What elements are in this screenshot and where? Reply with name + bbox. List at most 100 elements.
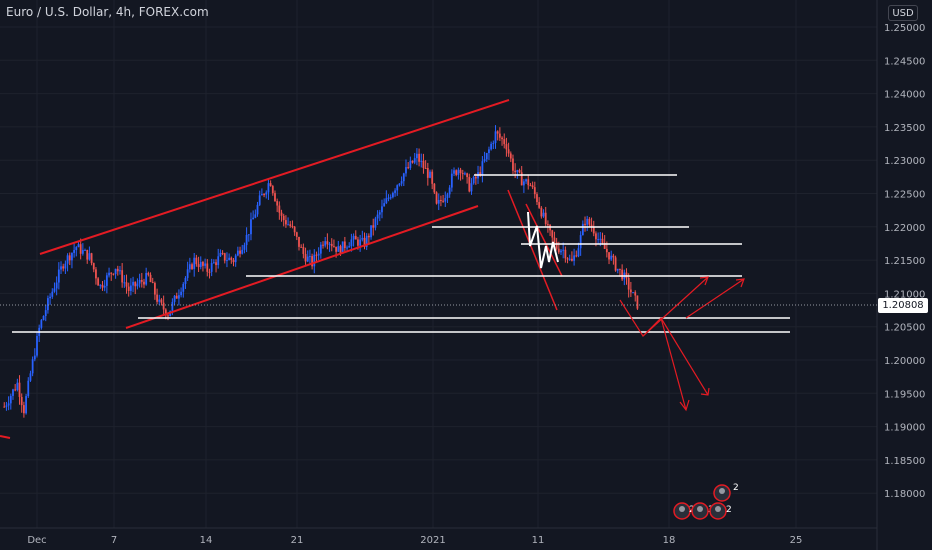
candle bbox=[119, 265, 121, 275]
candle bbox=[99, 284, 102, 289]
candle bbox=[236, 246, 239, 257]
candle bbox=[60, 261, 62, 274]
candle bbox=[396, 184, 399, 196]
time-tick-label: 21 bbox=[291, 535, 304, 546]
candle bbox=[575, 250, 578, 258]
down-channel-upper-line[interactable] bbox=[525, 203, 563, 277]
candle bbox=[341, 241, 344, 254]
candle bbox=[160, 298, 163, 306]
candle bbox=[509, 151, 512, 163]
last-price-badge: 1.20808 bbox=[878, 298, 928, 313]
candle bbox=[158, 294, 161, 305]
candle bbox=[95, 267, 97, 285]
candle bbox=[140, 272, 143, 288]
candle bbox=[162, 295, 165, 315]
candle bbox=[603, 235, 606, 250]
candle bbox=[370, 225, 372, 240]
candle bbox=[271, 184, 274, 196]
candle bbox=[114, 268, 117, 279]
candle bbox=[149, 272, 152, 283]
candle bbox=[234, 253, 237, 267]
price-tick-label: 1.23500 bbox=[884, 123, 925, 134]
candle bbox=[217, 248, 220, 269]
candle bbox=[540, 206, 543, 219]
drawings[interactable] bbox=[0, 99, 790, 439]
candle bbox=[610, 250, 613, 261]
candle bbox=[44, 304, 47, 322]
candle bbox=[57, 262, 60, 290]
candle bbox=[125, 274, 128, 294]
candle bbox=[378, 209, 381, 222]
candle bbox=[121, 263, 124, 288]
candle bbox=[522, 179, 525, 193]
candle bbox=[472, 175, 475, 185]
candle bbox=[143, 278, 145, 289]
candle bbox=[23, 401, 25, 418]
candle bbox=[210, 258, 213, 277]
time-tick-label: 7 bbox=[111, 535, 117, 546]
candle bbox=[435, 191, 438, 205]
candle bbox=[483, 151, 486, 163]
candle bbox=[129, 278, 132, 296]
candle bbox=[175, 292, 178, 299]
candle bbox=[608, 252, 610, 265]
candle bbox=[7, 396, 10, 411]
candle bbox=[293, 225, 296, 236]
price-tick-label: 1.20500 bbox=[884, 323, 925, 334]
projection-path-3[interactable] bbox=[660, 317, 710, 396]
candle bbox=[5, 401, 8, 411]
candle bbox=[202, 260, 204, 272]
channel-lower-trendline[interactable] bbox=[125, 205, 479, 329]
candle bbox=[566, 257, 569, 264]
candle bbox=[629, 281, 632, 297]
candle bbox=[420, 153, 423, 168]
zigzag-pattern[interactable] bbox=[527, 211, 559, 269]
candle bbox=[232, 258, 235, 267]
candle bbox=[560, 249, 562, 255]
time-axis-labels: Dec 7 14 21 2021 11 18 25 bbox=[27, 535, 802, 546]
candle bbox=[243, 242, 246, 254]
candle bbox=[616, 268, 619, 274]
candle bbox=[304, 247, 307, 265]
candle bbox=[571, 251, 573, 262]
candle bbox=[285, 215, 287, 228]
candle bbox=[407, 162, 410, 170]
candle bbox=[354, 230, 357, 240]
candle bbox=[223, 252, 226, 264]
channel-upper-trendline[interactable] bbox=[39, 99, 510, 255]
candle bbox=[256, 201, 259, 217]
idea-icons[interactable]: 2 2 3 2 bbox=[673, 483, 739, 520]
candle bbox=[372, 218, 375, 236]
candle bbox=[66, 253, 69, 272]
candle bbox=[352, 233, 355, 247]
candle bbox=[116, 265, 119, 276]
projection-path-2[interactable] bbox=[642, 276, 709, 337]
candle bbox=[47, 295, 49, 314]
candle bbox=[496, 130, 499, 141]
candle bbox=[112, 273, 115, 276]
down-channel-lower-line[interactable] bbox=[507, 189, 558, 311]
projection-path-4[interactable] bbox=[685, 278, 745, 319]
price-tick-label: 1.24500 bbox=[884, 56, 925, 67]
idea-count-3: 2 bbox=[726, 505, 732, 515]
candle bbox=[562, 242, 565, 259]
candle bbox=[333, 239, 335, 248]
candle bbox=[101, 281, 104, 291]
idea-bubble-3: 2 bbox=[709, 502, 732, 520]
candle bbox=[208, 268, 211, 279]
projection-path-1[interactable] bbox=[619, 299, 690, 412]
candle bbox=[247, 234, 250, 242]
price-tick-label: 1.19500 bbox=[884, 389, 925, 400]
price-axis-labels: 1.25000 1.24500 1.24000 1.23500 1.23000 1.225… bbox=[884, 23, 925, 500]
candle bbox=[446, 192, 449, 203]
candle bbox=[186, 261, 189, 281]
currency-selector[interactable]: USD bbox=[888, 5, 918, 21]
candle bbox=[79, 238, 82, 260]
candle bbox=[215, 259, 217, 273]
candle bbox=[573, 248, 575, 266]
candle bbox=[62, 263, 65, 272]
candle bbox=[512, 154, 514, 174]
candle bbox=[455, 169, 458, 177]
